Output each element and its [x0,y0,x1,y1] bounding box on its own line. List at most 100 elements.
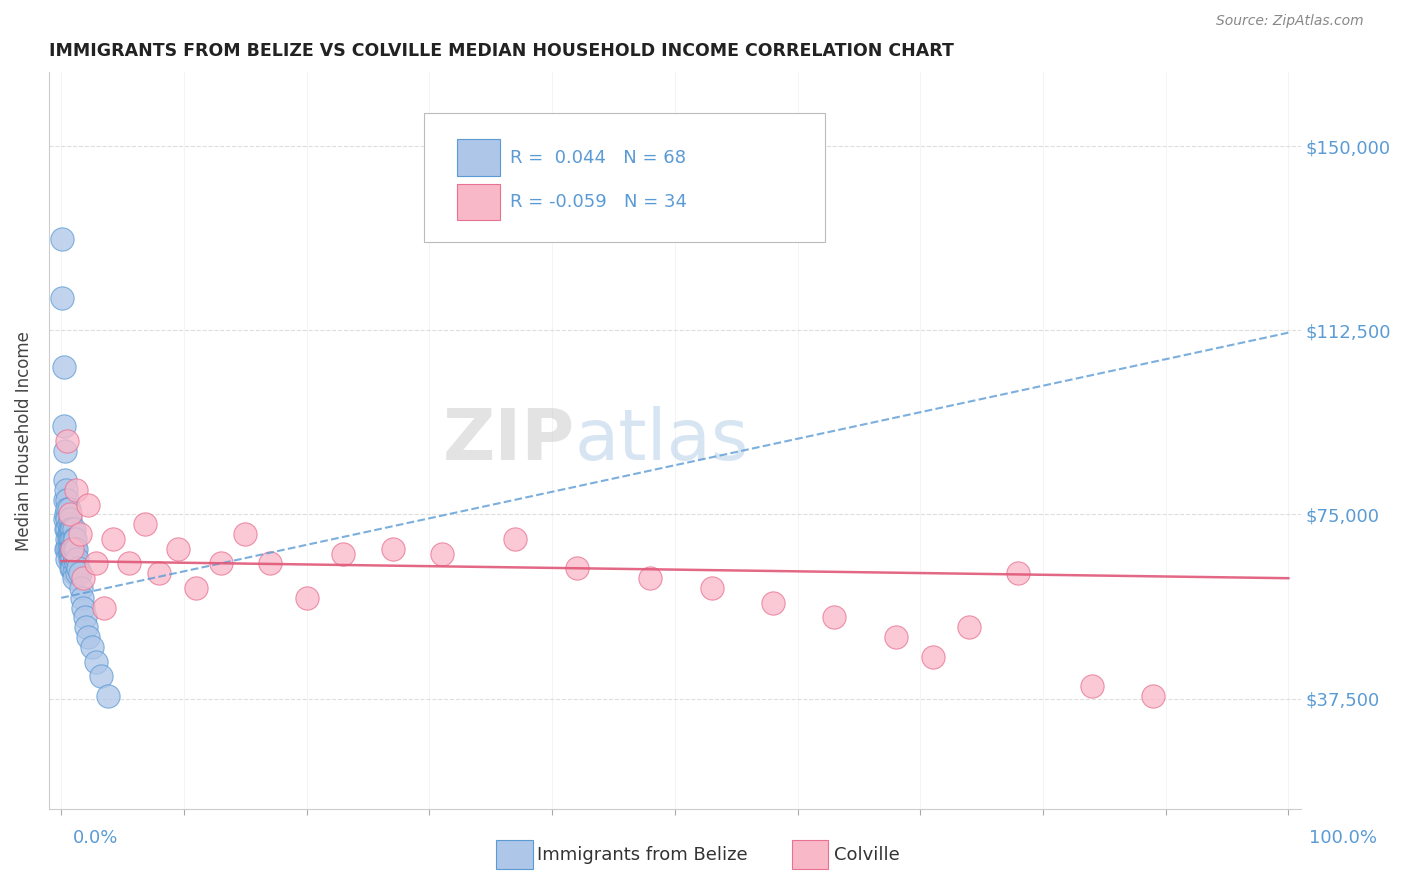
FancyBboxPatch shape [425,113,825,242]
Point [56,434,79,448]
Point [65,483,87,497]
Point [59,547,82,561]
Point [70,591,93,605]
Point [69,566,91,581]
Point [233,527,256,541]
Point [60,561,83,575]
Point [59,508,82,522]
Point [77,498,100,512]
Text: atlas: atlas [575,406,749,475]
Point [823,610,845,624]
Point [62,566,84,581]
Text: IMMIGRANTS FROM BELIZE VS COLVILLE MEDIAN HOUSEHOLD INCOME CORRELATION CHART: IMMIGRANTS FROM BELIZE VS COLVILLE MEDIA… [49,42,953,60]
Point [66,566,89,581]
Point [101,532,124,546]
Point [148,566,170,581]
Point [67,561,90,575]
Point [295,591,318,605]
Point [56,532,79,546]
Point [62,571,84,585]
Point [921,649,943,664]
Point [69,527,91,541]
Point [72,571,94,585]
Point [134,517,156,532]
Point [58,502,80,516]
Point [60,547,83,561]
Point [53,473,76,487]
Text: ZIP: ZIP [443,406,575,475]
Point [59,512,82,526]
Point [60,561,83,575]
Point [957,620,980,634]
Text: Source: ZipAtlas.com: Source: ZipAtlas.com [1216,14,1364,28]
Point [89,669,111,683]
Point [59,522,82,536]
Point [84,557,107,571]
Point [60,541,83,556]
Point [56,541,79,556]
Point [80,640,103,654]
FancyBboxPatch shape [457,139,499,176]
Point [55,541,77,556]
Point [884,630,907,644]
Point [56,522,79,536]
Point [63,551,86,566]
Point [53,443,76,458]
Point [430,547,453,561]
Point [62,547,84,561]
Point [118,557,141,571]
Point [209,557,232,571]
Text: Colville: Colville [834,846,900,863]
Point [63,541,86,556]
Point [55,508,77,522]
Point [59,532,82,546]
Point [60,532,83,546]
Point [63,532,86,546]
Point [60,532,83,546]
Point [75,620,97,634]
Point [1142,689,1164,703]
Point [700,581,723,595]
Point [56,512,79,526]
Point [56,502,79,516]
Point [762,596,785,610]
Point [60,541,83,556]
Point [56,551,79,566]
FancyBboxPatch shape [457,184,499,219]
Text: Immigrants from Belize: Immigrants from Belize [537,846,748,863]
Point [66,551,89,566]
Text: R =  0.044   N = 68: R = 0.044 N = 68 [509,149,686,167]
Point [62,532,84,546]
Point [72,600,94,615]
Text: R = -0.059   N = 34: R = -0.059 N = 34 [509,193,686,211]
Point [59,527,82,541]
Point [65,541,87,556]
Point [55,483,77,497]
Point [186,581,208,595]
Point [60,541,83,556]
Point [52,419,75,434]
Point [58,517,80,532]
Text: 100.0%: 100.0% [1309,829,1376,847]
Text: 0.0%: 0.0% [73,829,118,847]
Point [77,630,100,644]
Point [51,232,73,246]
Point [60,551,83,566]
Point [55,522,77,536]
Point [565,561,588,575]
Point [62,557,84,571]
Point [58,532,80,546]
Point [1007,566,1029,581]
Point [638,571,661,585]
Point [58,527,80,541]
Y-axis label: Median Household Income: Median Household Income [15,331,32,550]
Point [51,291,73,305]
Point [65,557,87,571]
Point [59,541,82,556]
Point [503,532,526,546]
Point [62,522,84,536]
Point [381,541,404,556]
Point [60,522,83,536]
Point [59,551,82,566]
Point [62,541,84,556]
